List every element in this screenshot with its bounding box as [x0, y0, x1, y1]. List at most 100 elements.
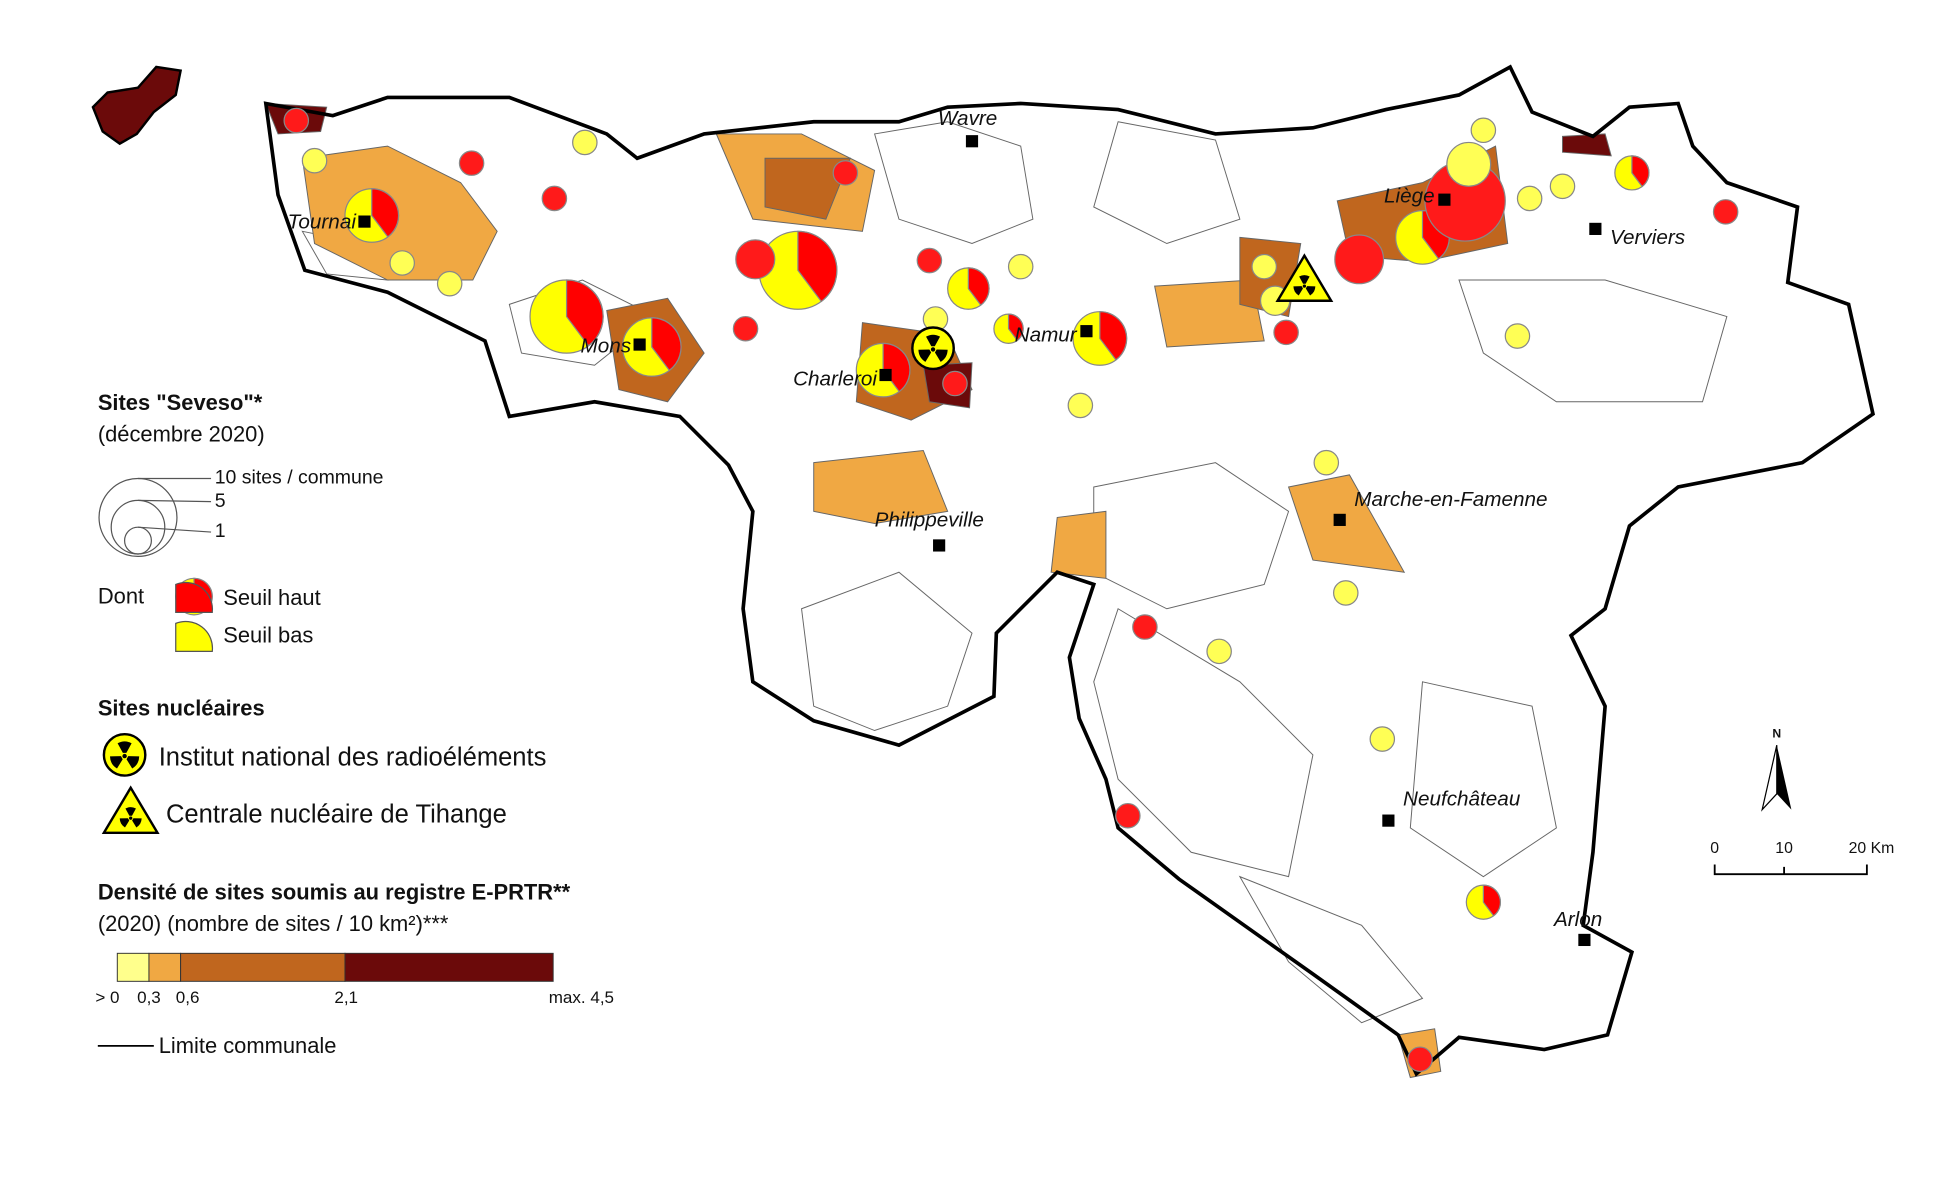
north-arrow: [1776, 745, 1792, 810]
size-circle: [123, 526, 152, 555]
legend: Sites "Seveso"* (décembre 2020) 10 sites /…: [95, 390, 614, 1058]
city-marker: [358, 215, 371, 228]
site-high: [541, 185, 568, 212]
city-marker: [1589, 222, 1602, 235]
trefoil-blade: [117, 741, 132, 753]
legend-title: Densité de sites soumis au registre E-PR…: [98, 879, 571, 904]
site-high: [1273, 319, 1299, 346]
trefoil-center: [930, 347, 936, 352]
commune: [813, 449, 949, 525]
site-high: [1099, 311, 1128, 361]
commune: [1458, 279, 1728, 403]
city-label: Verviers: [1610, 226, 1685, 249]
trefoil-center: [122, 753, 127, 759]
legend-title: Sites nucléaires: [98, 696, 265, 721]
site-high: [1631, 155, 1650, 188]
site-low: [1206, 638, 1232, 665]
site-high: [1007, 313, 1024, 342]
trefoil-center: [1302, 284, 1307, 288]
legend-high: [175, 581, 214, 614]
city-label: Liège: [1384, 185, 1435, 208]
density-class: [180, 952, 346, 982]
city-label: Neufchâteau: [1403, 787, 1521, 810]
commune: [1238, 875, 1424, 1024]
site-high: [458, 150, 485, 176]
city-label: Namur: [1015, 324, 1078, 347]
site-low: [1067, 392, 1094, 419]
size-label: 5: [215, 490, 226, 512]
city-label: Tournai: [288, 210, 358, 233]
density-class: [344, 952, 554, 982]
site-high: [732, 315, 759, 342]
site-low: [1251, 253, 1277, 280]
site-low: [1332, 580, 1359, 606]
site-high: [651, 317, 682, 372]
site-high: [283, 107, 310, 134]
site-low: [1516, 185, 1543, 212]
city-marker: [965, 135, 979, 148]
commune: [764, 157, 851, 220]
city-marker: [1438, 193, 1451, 206]
size-label: 10 sites / commune: [215, 467, 384, 489]
region-outline: [263, 64, 1876, 1077]
trefoil-blade: [1305, 286, 1316, 296]
city-label: Arlon: [1552, 908, 1602, 931]
density-class: [116, 952, 150, 982]
city-label: Charleroi: [793, 367, 878, 390]
north-arrow: [1761, 744, 1778, 812]
nuclear-sites: [911, 253, 1334, 371]
trefoil-blade: [125, 807, 136, 816]
scale: N 0 10 20 Km: [1710, 726, 1895, 876]
site-high: [967, 267, 990, 306]
site-high: [1115, 802, 1141, 829]
density-break: 2,1: [334, 988, 358, 1007]
site-low: [1470, 117, 1497, 144]
site-high: [797, 230, 838, 303]
scale-label: 0: [1710, 840, 1719, 857]
legend-item: Institut national des radioéléments: [159, 743, 547, 771]
site-high: [565, 279, 604, 347]
city-marker: [1333, 513, 1346, 526]
site-low: [1313, 449, 1340, 476]
size-circle: [98, 477, 178, 558]
city-label: Marche-en-Famenne: [1354, 488, 1547, 511]
trefoil-blade: [934, 349, 948, 362]
site-low: [572, 129, 598, 156]
site-low: [389, 250, 415, 276]
seveso-sites: [283, 107, 1739, 1073]
commune: [1093, 462, 1290, 610]
legend-title: Sites "Seveso"*: [98, 390, 263, 415]
legend-item: Seuil haut: [223, 585, 320, 610]
scale-bar: [1713, 864, 1868, 876]
size-label: 1: [215, 520, 226, 542]
city-marker: [1080, 325, 1093, 338]
legend-subtitle: (décembre 2020): [98, 422, 265, 447]
trefoil-blade: [918, 349, 932, 362]
site-low: [1504, 323, 1531, 349]
site-high: [1712, 199, 1739, 225]
communes: [265, 102, 1728, 1079]
trefoil-blade: [119, 818, 130, 828]
site-high: [371, 188, 400, 238]
site-high: [735, 239, 776, 280]
north-label: N: [1772, 726, 1781, 740]
density-break: 0,6: [176, 988, 200, 1007]
scale-label: 20 Km: [1849, 840, 1895, 857]
trefoil-blade: [926, 334, 941, 347]
density-break: > 0: [95, 988, 119, 1007]
commune: [1409, 681, 1557, 878]
commune: [801, 571, 973, 732]
commune: [301, 145, 498, 281]
city-marker: [1578, 933, 1591, 947]
trefoil-blade: [126, 756, 140, 769]
legend-low: [175, 620, 214, 652]
site-low: [436, 270, 463, 297]
trefoil-blade: [109, 756, 123, 769]
site-high: [942, 370, 968, 397]
city-marker: [933, 539, 946, 552]
site-high: [1334, 234, 1385, 285]
legend-item: Centrale nucléaire de Tihange: [166, 800, 507, 828]
enclave: [91, 65, 183, 146]
city-label: Mons: [580, 334, 631, 357]
commune: [1093, 608, 1314, 878]
